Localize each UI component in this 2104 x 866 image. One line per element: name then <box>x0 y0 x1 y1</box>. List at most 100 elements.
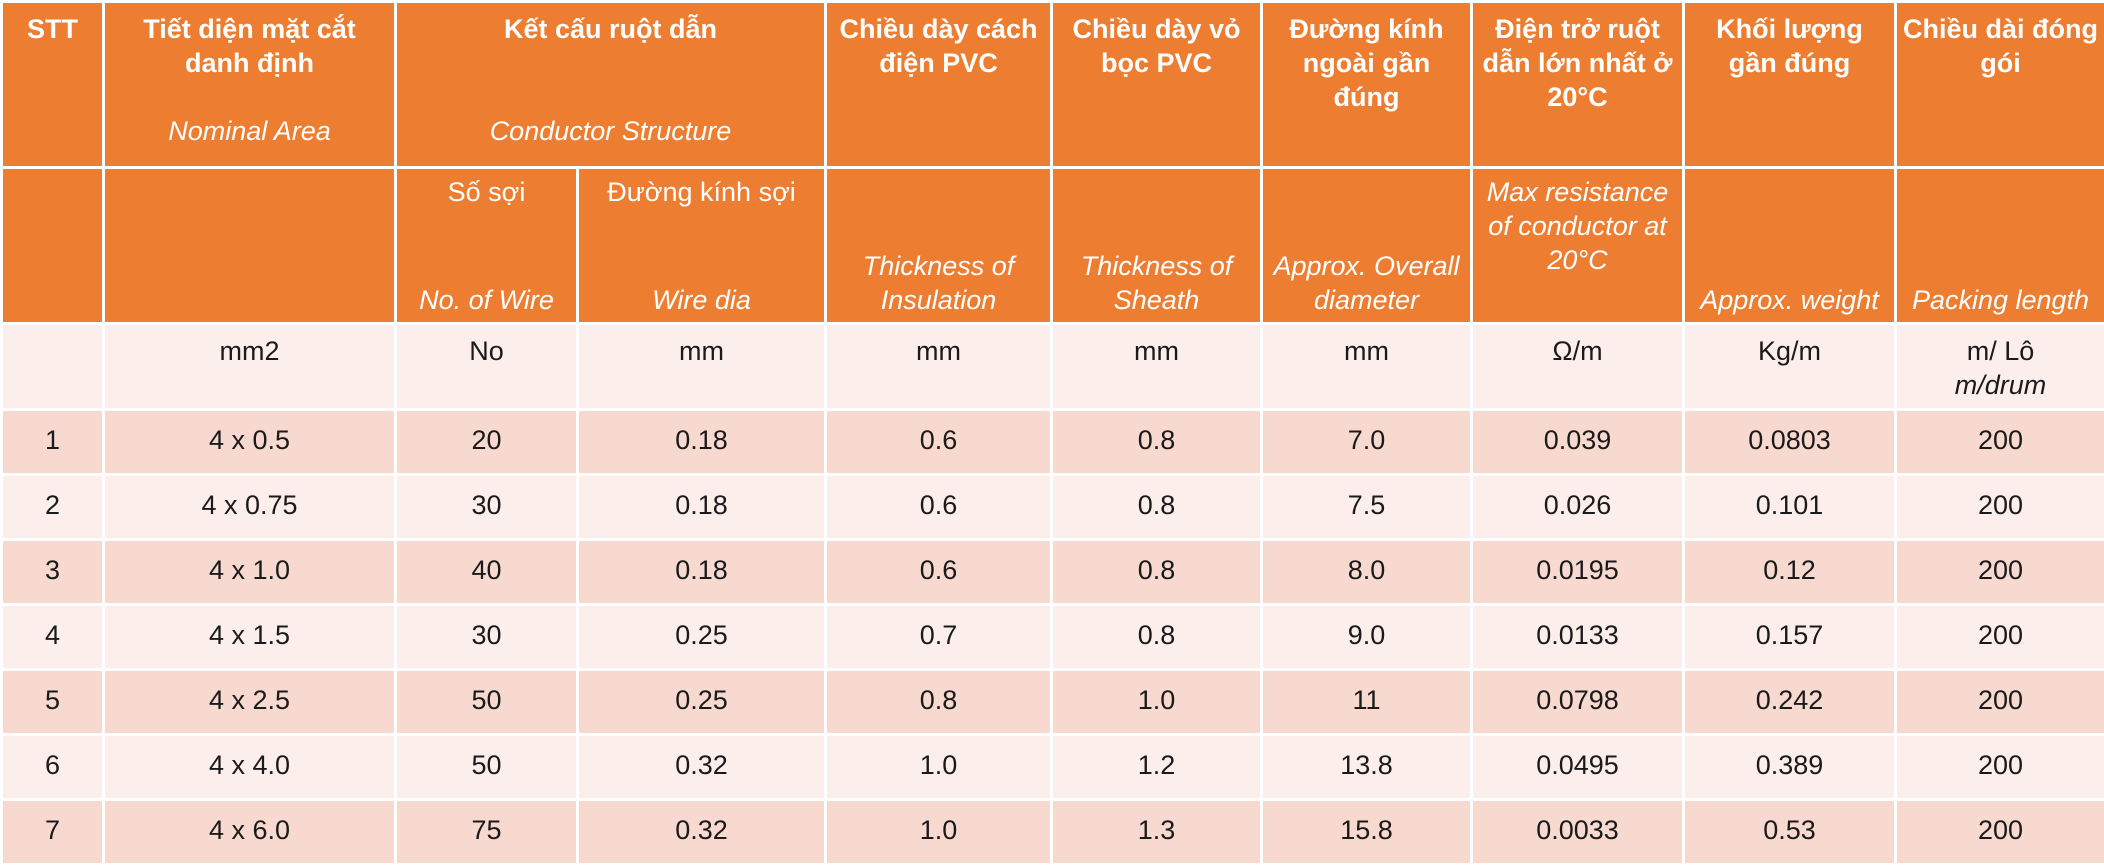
cell-insulation: 1.0 <box>826 735 1052 800</box>
cell-diameter: 15.8 <box>1262 800 1472 865</box>
cell-length: 200 <box>1896 475 2104 540</box>
cell-diameter: 11 <box>1262 670 1472 735</box>
header-conductor-en: Conductor Structure <box>403 114 818 148</box>
cell-wires: 50 <box>396 735 578 800</box>
cell-insulation: 0.6 <box>826 410 1052 475</box>
cell-stt: 5 <box>2 670 104 735</box>
cell-area: 4 x 1.0 <box>104 540 396 605</box>
cell-length: 200 <box>1896 735 2104 800</box>
cell-area: 4 x 0.75 <box>104 475 396 540</box>
unit-length-vi: m/ Lô <box>1903 334 2098 368</box>
cell-stt: 4 <box>2 605 104 670</box>
table-row: 2 4 x 0.75 30 0.18 0.6 0.8 7.5 0.026 0.1… <box>2 475 2104 540</box>
subheader-diameter: Approx. Overall diameter <box>1262 168 1472 324</box>
cell-resistance: 0.039 <box>1472 410 1684 475</box>
table-row: 1 4 x 0.5 20 0.18 0.6 0.8 7.0 0.039 0.08… <box>2 410 2104 475</box>
unit-insulation: mm <box>826 324 1052 410</box>
cell-stt: 7 <box>2 800 104 865</box>
cell-resistance: 0.0495 <box>1472 735 1684 800</box>
cell-wire-dia: 0.18 <box>578 475 826 540</box>
cell-area: 4 x 4.0 <box>104 735 396 800</box>
cell-area: 4 x 1.5 <box>104 605 396 670</box>
cell-wire-dia: 0.18 <box>578 410 826 475</box>
cell-wires: 75 <box>396 800 578 865</box>
header-nominal-vi: Tiết diện mặt cắt danh định <box>111 12 388 80</box>
cell-insulation: 1.0 <box>826 800 1052 865</box>
cell-weight: 0.0803 <box>1684 410 1896 475</box>
cell-wires: 50 <box>396 670 578 735</box>
cell-weight: 0.101 <box>1684 475 1896 540</box>
table-row: 5 4 x 2.5 50 0.25 0.8 1.0 11 0.0798 0.24… <box>2 670 2104 735</box>
cell-wires: 30 <box>396 475 578 540</box>
unit-sheath: mm <box>1052 324 1262 410</box>
subheader-wire-dia-vi: Đường kính sợi <box>585 175 818 209</box>
unit-wire-count: No <box>396 324 578 410</box>
cell-sheath: 0.8 <box>1052 605 1262 670</box>
subheader-wire-dia-en: Wire dia <box>585 283 818 317</box>
cell-diameter: 7.5 <box>1262 475 1472 540</box>
header-row-sub: Số sợi No. of Wire Đường kính sợi Wire d… <box>2 168 2104 324</box>
cell-area: 4 x 0.5 <box>104 410 396 475</box>
unit-length: m/ Lô m/drum <box>1896 324 2104 410</box>
unit-weight: Kg/m <box>1684 324 1896 410</box>
subheader-area <box>104 168 396 324</box>
unit-resistance: Ω/m <box>1472 324 1684 410</box>
unit-length-en: m/drum <box>1903 368 2098 402</box>
header-stt: STT <box>2 2 104 168</box>
cell-resistance: 0.0133 <box>1472 605 1684 670</box>
cell-area: 4 x 6.0 <box>104 800 396 865</box>
cell-wire-dia: 0.25 <box>578 605 826 670</box>
subheader-insulation-en: Thickness of Insulation <box>833 249 1044 317</box>
header-resistance: Điện trở ruột dẫn lớn nhất ở 20°C <box>1472 2 1684 168</box>
subheader-weight: Approx. weight <box>1684 168 1896 324</box>
cell-stt: 1 <box>2 410 104 475</box>
cell-insulation: 0.6 <box>826 475 1052 540</box>
cell-wire-dia: 0.25 <box>578 670 826 735</box>
cell-weight: 0.157 <box>1684 605 1896 670</box>
cell-sheath: 0.8 <box>1052 540 1262 605</box>
subheader-insulation: Thickness of Insulation <box>826 168 1052 324</box>
subheader-resistance: Max resistance of conductor at 20°C <box>1472 168 1684 324</box>
cell-weight: 0.53 <box>1684 800 1896 865</box>
cell-sheath: 0.8 <box>1052 410 1262 475</box>
subheader-length-en: Packing length <box>1903 283 2098 317</box>
cell-wire-dia: 0.32 <box>578 735 826 800</box>
unit-wire-dia: mm <box>578 324 826 410</box>
cell-diameter: 8.0 <box>1262 540 1472 605</box>
header-weight: Khối lượng gần đúng <box>1684 2 1896 168</box>
header-sheath: Chiều dày vỏ bọc PVC <box>1052 2 1262 168</box>
cell-insulation: 0.6 <box>826 540 1052 605</box>
cell-wires: 20 <box>396 410 578 475</box>
unit-area: mm2 <box>104 324 396 410</box>
cell-stt: 3 <box>2 540 104 605</box>
subheader-wire-count-vi: Số sợi <box>403 175 570 209</box>
subheader-weight-en: Approx. weight <box>1691 283 1888 317</box>
units-row: mm2 No mm mm mm mm Ω/m Kg/m m/ Lô m/drum <box>2 324 2104 410</box>
header-diameter: Đường kính ngoài gần đúng <box>1262 2 1472 168</box>
header-length: Chiều dài đóng gói <box>1896 2 2104 168</box>
cell-stt: 2 <box>2 475 104 540</box>
cell-sheath: 1.0 <box>1052 670 1262 735</box>
cell-length: 200 <box>1896 800 2104 865</box>
unit-stt <box>2 324 104 410</box>
subheader-wire-count: Số sợi No. of Wire <box>396 168 578 324</box>
subheader-stt <box>2 168 104 324</box>
header-row-main: STT Tiết diện mặt cắt danh định Nominal … <box>2 2 2104 168</box>
table-row: 6 4 x 4.0 50 0.32 1.0 1.2 13.8 0.0495 0.… <box>2 735 2104 800</box>
cell-length: 200 <box>1896 540 2104 605</box>
header-nominal-area: Tiết diện mặt cắt danh định Nominal Area <box>104 2 396 168</box>
cell-sheath: 1.2 <box>1052 735 1262 800</box>
subheader-wire-dia: Đường kính sợi Wire dia <box>578 168 826 324</box>
cell-length: 200 <box>1896 670 2104 735</box>
header-insulation: Chiều dày cách điện PVC <box>826 2 1052 168</box>
header-conductor-structure: Kết cấu ruột dẫn Conductor Structure <box>396 2 826 168</box>
cell-diameter: 9.0 <box>1262 605 1472 670</box>
cell-insulation: 0.7 <box>826 605 1052 670</box>
table-row: 7 4 x 6.0 75 0.32 1.0 1.3 15.8 0.0033 0.… <box>2 800 2104 865</box>
cell-resistance: 0.0195 <box>1472 540 1684 605</box>
cell-sheath: 0.8 <box>1052 475 1262 540</box>
cell-weight: 0.242 <box>1684 670 1896 735</box>
cell-resistance: 0.0033 <box>1472 800 1684 865</box>
cell-resistance: 0.0798 <box>1472 670 1684 735</box>
